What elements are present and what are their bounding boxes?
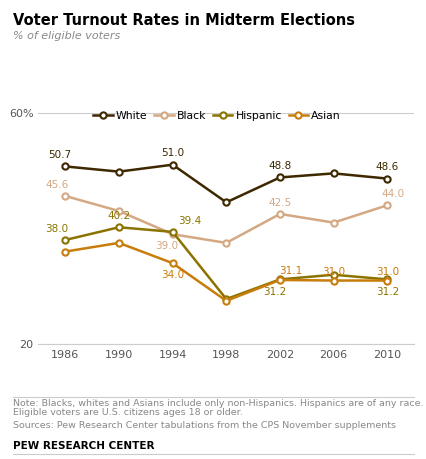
Text: 31.2: 31.2 [262,287,285,297]
Text: 40.2: 40.2 [107,211,130,221]
Legend: White, Black, Hispanic, Asian: White, Black, Hispanic, Asian [89,106,345,125]
Text: 39.0: 39.0 [155,241,178,252]
Text: 34.0: 34.0 [161,270,184,280]
Text: 45.6: 45.6 [45,179,69,190]
Text: Eligible voters are U.S. citizens ages 18 or older.: Eligible voters are U.S. citizens ages 1… [13,409,242,417]
Text: 50.7: 50.7 [48,150,71,160]
Text: 48.6: 48.6 [375,162,398,172]
Text: 44.0: 44.0 [380,189,403,199]
Text: Voter Turnout Rates in Midterm Elections: Voter Turnout Rates in Midterm Elections [13,13,354,28]
Text: 42.5: 42.5 [268,197,291,207]
Text: 31.1: 31.1 [279,266,302,276]
Text: 51.0: 51.0 [161,148,184,158]
Text: 31.0: 31.0 [375,267,398,277]
Text: Sources: Pew Research Center tabulations from the CPS November supplements: Sources: Pew Research Center tabulations… [13,421,395,430]
Text: 48.8: 48.8 [268,161,291,171]
Text: 31.0: 31.0 [321,267,345,277]
Text: 38.0: 38.0 [45,224,68,234]
Text: 31.2: 31.2 [375,287,398,297]
Text: % of eligible voters: % of eligible voters [13,31,120,41]
Text: 39.4: 39.4 [177,216,201,225]
Text: Note: Blacks, whites and Asians include only non-Hispanics. Hispanics are of any: Note: Blacks, whites and Asians include … [13,399,422,408]
Text: PEW RESEARCH CENTER: PEW RESEARCH CENTER [13,441,154,451]
